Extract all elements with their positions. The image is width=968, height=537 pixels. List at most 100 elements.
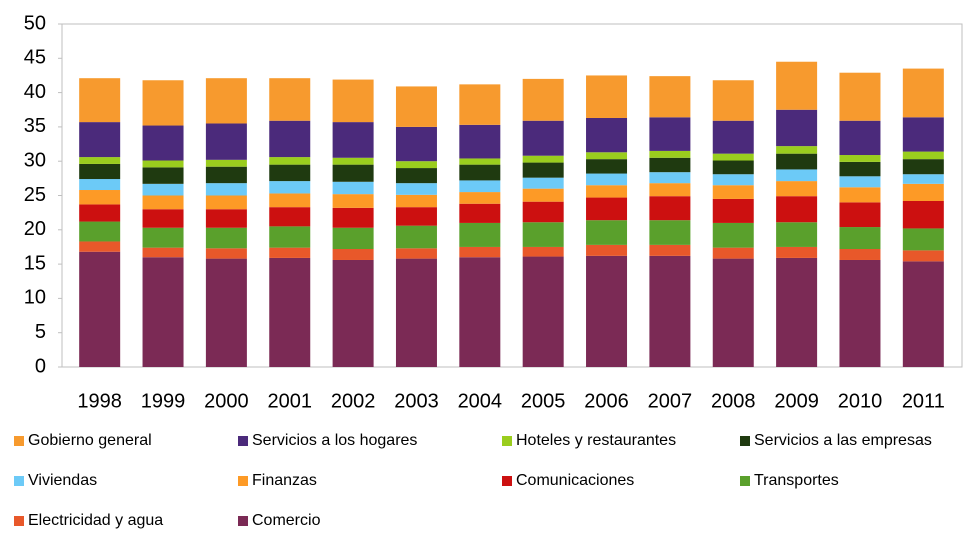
bar-segment xyxy=(395,168,437,184)
bar-segment xyxy=(205,258,247,367)
bar-segment xyxy=(395,126,437,162)
legend-swatch xyxy=(502,476,512,486)
bar-segment xyxy=(712,80,754,121)
legend-swatch xyxy=(238,436,248,446)
legend-swatch xyxy=(502,436,512,446)
bar-segment xyxy=(332,164,374,182)
bar-segment xyxy=(205,123,247,160)
y-tick-label: 40 xyxy=(24,81,46,103)
y-tick-label: 15 xyxy=(24,252,46,274)
bar-segment xyxy=(586,185,628,198)
bar-segment xyxy=(712,153,754,161)
x-tick-label: 2008 xyxy=(711,390,756,412)
bar-segment xyxy=(712,247,754,259)
bar-segment xyxy=(586,152,628,160)
bar-segment xyxy=(776,222,818,247)
bar-segment xyxy=(839,155,881,162)
bar-segment xyxy=(586,75,628,118)
bar-segment xyxy=(142,160,184,168)
bar-segment xyxy=(839,227,881,250)
x-tick-label: 2001 xyxy=(268,390,313,412)
bar-segment xyxy=(586,197,628,221)
bar-segment xyxy=(395,207,437,226)
bar-segment xyxy=(776,61,818,110)
bar-segment xyxy=(79,157,121,164)
bar-segment xyxy=(395,258,437,367)
x-tick-label: 2011 xyxy=(902,390,945,412)
legend-label: Electricidad y agua xyxy=(28,512,163,529)
legend-swatch xyxy=(740,436,750,446)
legend-label: Comunicaciones xyxy=(516,472,634,489)
bar-segment xyxy=(776,181,818,197)
legend-label: Viviendas xyxy=(28,472,97,489)
bar-segment xyxy=(776,146,818,154)
bar-segment xyxy=(902,159,944,175)
bar-segment xyxy=(902,151,944,160)
bar-segment xyxy=(395,194,437,208)
bar-segment xyxy=(395,248,437,259)
bar-segment xyxy=(269,193,311,208)
bar-segment xyxy=(902,261,944,367)
legend-swatch xyxy=(238,476,248,486)
x-tick-label: 2006 xyxy=(584,390,629,412)
bar-segment xyxy=(79,204,121,222)
bar-segment xyxy=(839,187,881,203)
bar-segment xyxy=(395,161,437,169)
y-tick-label: 10 xyxy=(24,287,46,309)
bar-segment xyxy=(586,255,628,367)
bar-segment xyxy=(522,155,564,163)
bar-segment xyxy=(522,188,564,202)
bar-segment xyxy=(269,207,311,227)
x-tick-label: 1998 xyxy=(77,390,122,412)
y-tick-label: 35 xyxy=(24,115,46,137)
bar-segment xyxy=(712,258,754,367)
bar-segment xyxy=(395,86,437,127)
bar-segment xyxy=(522,162,564,178)
bar-segment xyxy=(142,227,184,248)
legend-label: Hoteles y restaurantes xyxy=(516,432,676,449)
legend-label: Servicios a las empresas xyxy=(754,432,932,449)
legend-swatch xyxy=(14,436,24,446)
x-tick-label: 2010 xyxy=(838,390,883,412)
bar-segment xyxy=(522,246,564,257)
bar-segment xyxy=(522,201,564,223)
bar-segment xyxy=(79,78,121,123)
bar-segment xyxy=(205,159,247,167)
bar-segment xyxy=(839,72,881,121)
legend-label: Transportes xyxy=(754,472,839,489)
bar-segment xyxy=(142,125,184,161)
bar-segment xyxy=(205,166,247,184)
bar-segment xyxy=(142,209,184,228)
legend-label: Finanzas xyxy=(252,472,317,489)
bar-segment xyxy=(712,174,754,186)
bar-segment xyxy=(712,160,754,175)
bar-segment xyxy=(586,220,628,245)
legend-label: Gobierno general xyxy=(28,432,152,449)
bar-segment xyxy=(459,124,501,159)
bar-segment xyxy=(269,157,311,165)
bar-segment xyxy=(776,109,818,147)
y-tick-label: 50 xyxy=(24,12,46,34)
bar-segment xyxy=(649,157,691,173)
bar-segment xyxy=(205,248,247,259)
x-tick-label: 2004 xyxy=(458,390,503,412)
bar-segment xyxy=(712,120,754,154)
bar-segment xyxy=(586,244,628,256)
bar-segment xyxy=(649,244,691,256)
y-tick-label: 25 xyxy=(24,184,46,206)
y-tick-label: 30 xyxy=(24,149,46,171)
bar-segment xyxy=(459,203,501,223)
legend-label: Comercio xyxy=(252,512,321,529)
legend-swatch xyxy=(14,516,24,526)
legend-swatch xyxy=(238,516,248,526)
bar-segment xyxy=(332,227,374,250)
bar-segment xyxy=(332,194,374,208)
y-tick-label: 0 xyxy=(35,355,46,377)
bar-segment xyxy=(522,177,564,189)
bar-segment xyxy=(459,257,501,367)
bar-segment xyxy=(142,195,184,210)
x-tick-label: 2003 xyxy=(394,390,439,412)
bar-segment xyxy=(649,150,691,158)
bar-segment xyxy=(902,117,944,152)
